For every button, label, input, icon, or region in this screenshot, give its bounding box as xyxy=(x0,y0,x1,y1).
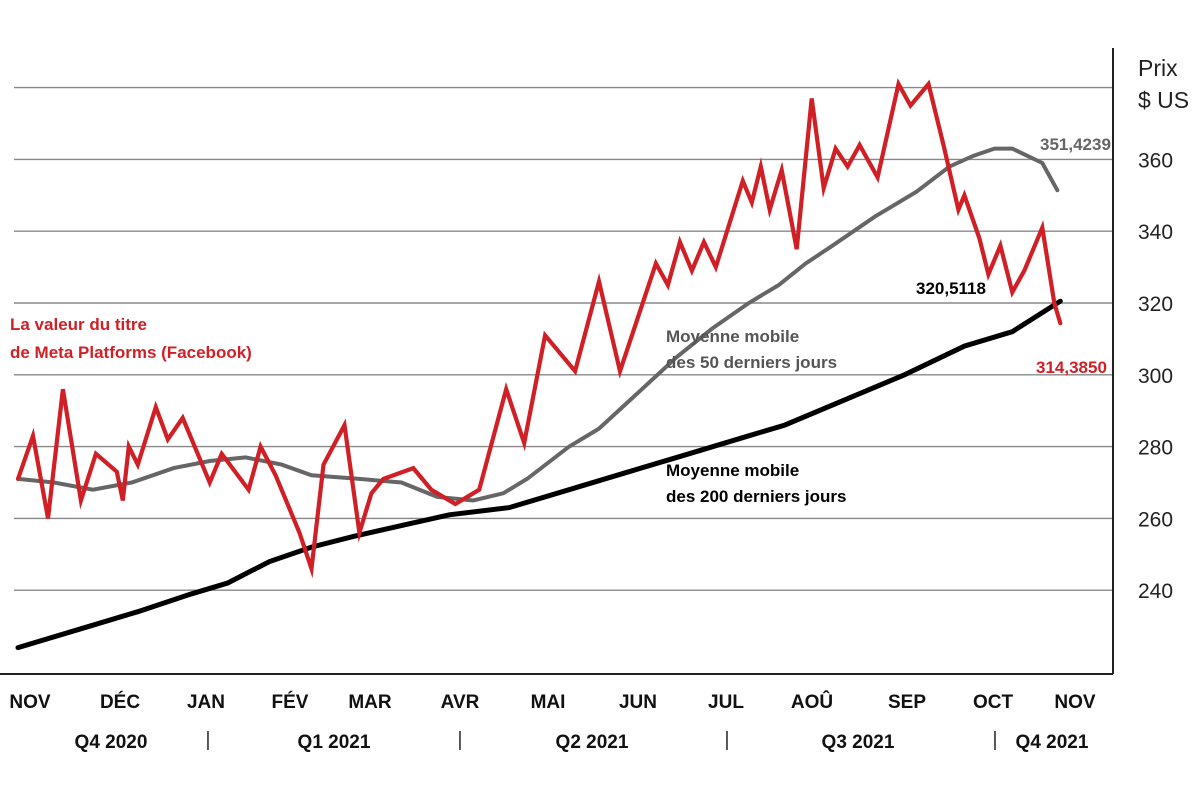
series xyxy=(15,78,1063,651)
y-tick-label: 320 xyxy=(1138,293,1173,316)
ma200-end-value: 320,5118 xyxy=(916,279,986,298)
annotations: La valeur du titre de Meta Platforms (Fac… xyxy=(10,135,1111,506)
y-axis: 240 260 280 300 320 340 360 Prix $ US xyxy=(0,48,1189,675)
quarter-separator: | xyxy=(992,729,997,751)
quarter-separator: | xyxy=(457,729,462,751)
x-tick-label: AOÛ xyxy=(791,691,833,713)
x-tick-label: NOV xyxy=(1054,692,1096,713)
price-series-name: de Meta Platforms (Facebook) xyxy=(10,343,252,362)
x-tick-label: AVR xyxy=(441,692,480,713)
y-tick-label: 360 xyxy=(1138,149,1173,172)
x-tick-label: NOV xyxy=(9,692,51,713)
quarter-separator: | xyxy=(724,729,729,751)
x-tick-label: OCT xyxy=(973,692,1014,713)
y-tick-label: 280 xyxy=(1138,437,1173,460)
series-line-ma200 xyxy=(15,298,1063,651)
y-tick-label: 260 xyxy=(1138,508,1173,531)
y-tick-label: 340 xyxy=(1138,221,1173,244)
price-series-name: La valeur du titre xyxy=(10,315,147,334)
gridlines xyxy=(14,86,1113,591)
ma200-series-name: Moyenne mobile xyxy=(666,461,799,480)
x-tick-label: MAR xyxy=(348,692,392,713)
series-line-price xyxy=(15,78,1063,579)
x-tick-label: DÉC xyxy=(100,691,140,713)
ma50-end-value: 351,4239 xyxy=(1040,135,1111,154)
quarter-label: Q4 2020 xyxy=(75,732,148,753)
unit-label-line2: $ US xyxy=(1138,87,1189,113)
price-end-value: 314,3850 xyxy=(1036,358,1107,377)
quarter-label: Q4 2021 xyxy=(1016,732,1089,753)
x-tick-label: SEP xyxy=(888,692,926,713)
x-tick-label: MAI xyxy=(531,692,566,713)
ma50-series-name: des 50 derniers jours xyxy=(666,353,837,372)
quarter-separator: | xyxy=(205,729,210,751)
quarter-label: Q1 2021 xyxy=(298,732,371,753)
ma50-series-name: Moyenne mobile xyxy=(666,327,799,346)
x-tick-label: FÉV xyxy=(272,691,309,713)
quarter-label: Q3 2021 xyxy=(822,732,895,753)
x-axis: NOV DÉC JAN FÉV MAR AVR MAI JUN JUL AOÛ SEP OCT NOV Q… xyxy=(9,691,1096,753)
x-tick-label: JUL xyxy=(708,692,744,713)
quarter-label: Q2 2021 xyxy=(556,732,629,753)
x-tick-label: JUN xyxy=(619,692,657,713)
unit-label-line1: Prix xyxy=(1138,55,1178,81)
y-tick-label: 300 xyxy=(1138,365,1173,388)
x-tick-label: JAN xyxy=(187,692,225,713)
y-tick-label: 240 xyxy=(1138,580,1173,603)
series-line-ma50 xyxy=(16,146,1060,503)
ma200-series-name: des 200 derniers jours xyxy=(666,487,846,506)
